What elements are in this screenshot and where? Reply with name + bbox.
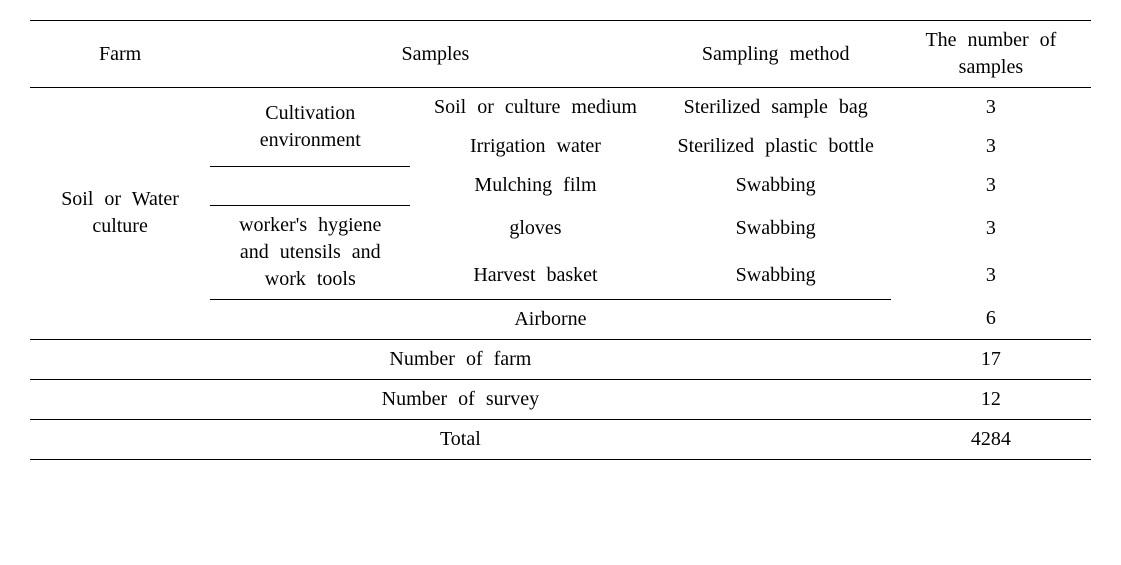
header-farm: Farm xyxy=(30,21,210,88)
header-method: Sampling method xyxy=(661,21,891,88)
method-cell: Swabbing xyxy=(661,166,891,205)
summary-label: Number of survey xyxy=(30,379,891,419)
method-cell: Sterilized plastic bottle xyxy=(661,127,891,166)
header-count: The number of samples xyxy=(891,21,1091,88)
sample-cell: Airborne xyxy=(210,299,891,339)
group-cultivation: Cultivation environment xyxy=(210,88,410,167)
samples-table: Farm Samples Sampling method The number … xyxy=(30,20,1091,460)
summary-label: Total xyxy=(30,419,891,459)
sample-cell: Soil or culture medium xyxy=(410,88,660,128)
group-gap xyxy=(210,166,410,205)
summary-label: Number of farm xyxy=(30,339,891,379)
header-samples: Samples xyxy=(210,21,660,88)
method-cell: Swabbing xyxy=(661,205,891,252)
summary-row: Number of farm 17 xyxy=(30,339,1091,379)
count-cell: 3 xyxy=(891,88,1091,128)
summary-row: Total 4284 xyxy=(30,419,1091,459)
group-worker: worker's hygiene and utensils and work t… xyxy=(210,205,410,299)
summary-row: Number of survey 12 xyxy=(30,379,1091,419)
table-row: Soil or Water culture Cultivation enviro… xyxy=(30,88,1091,128)
summary-value: 4284 xyxy=(891,419,1091,459)
method-cell: Swabbing xyxy=(661,252,891,299)
count-cell: 3 xyxy=(891,127,1091,166)
count-cell: 3 xyxy=(891,252,1091,299)
header-row: Farm Samples Sampling method The number … xyxy=(30,21,1091,88)
farm-cell: Soil or Water culture xyxy=(30,88,210,340)
count-cell: 3 xyxy=(891,205,1091,252)
summary-value: 17 xyxy=(891,339,1091,379)
sample-cell: Harvest basket xyxy=(410,252,660,299)
count-cell: 6 xyxy=(891,299,1091,339)
count-cell: 3 xyxy=(891,166,1091,205)
sample-cell: gloves xyxy=(410,205,660,252)
sample-cell: Irrigation water xyxy=(410,127,660,166)
sample-cell: Mulching film xyxy=(410,166,660,205)
summary-value: 12 xyxy=(891,379,1091,419)
method-cell: Sterilized sample bag xyxy=(661,88,891,128)
